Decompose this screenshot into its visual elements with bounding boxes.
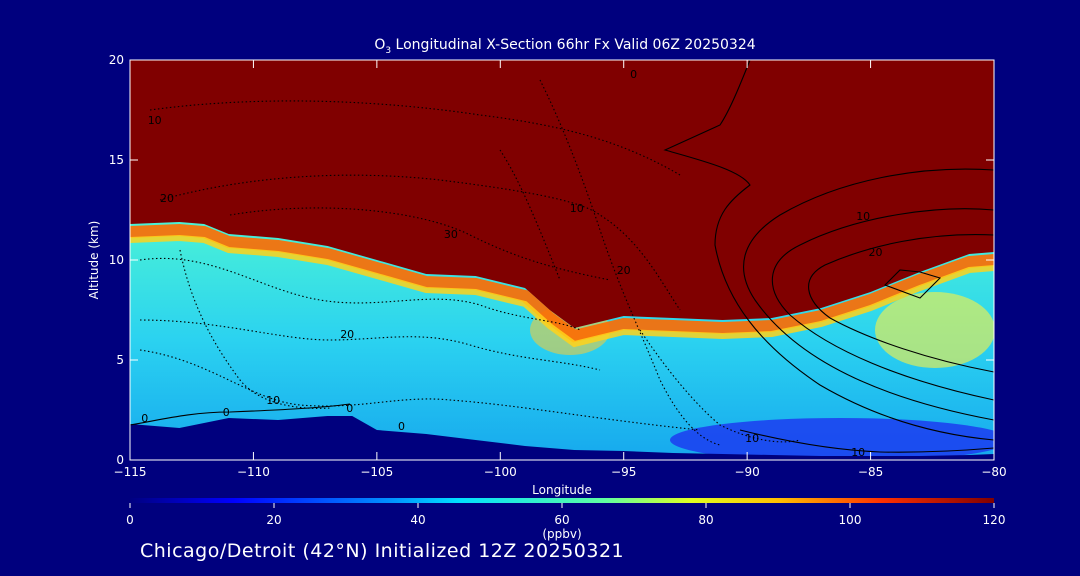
footer-caption: Chicago/Detroit (42°N) Initialized 12Z 2…	[140, 540, 625, 562]
dark-blue-low-region	[670, 418, 994, 460]
chart-title: O3 Longitudinal X-Section 66hr Fx Valid …	[374, 37, 755, 56]
contour-label: 0	[223, 406, 230, 419]
low-ozone-blob	[670, 418, 994, 460]
title-rest: Longitudinal X-Section 66hr Fx Valid 06Z…	[391, 37, 756, 53]
colorbar-tick-label: 100	[839, 513, 862, 527]
colorbar-tick-label: 80	[698, 513, 713, 527]
x-tick-label: −115	[114, 465, 147, 479]
colorbar-tick-label: 40	[410, 513, 425, 527]
contour-label: 0	[630, 68, 637, 81]
high-ozone-blob	[875, 292, 994, 368]
axes: −115 −110 −105 −100 −95 −90 −85 −80 0 5 10 15 20	[109, 53, 1007, 479]
solid-contour-line	[743, 168, 994, 421]
contour-label-group: 10 20 30 10 20 20 10 0 0 0 0 0 10 20 10 10	[141, 68, 882, 459]
solid-contour-line	[884, 269, 942, 299]
contour-label: 20	[617, 264, 631, 277]
y-tick-label: 15	[109, 153, 124, 167]
solid-contour-line	[808, 234, 994, 373]
x-axis-label: Longitude	[532, 483, 592, 497]
colorbar-tick-label: 120	[983, 513, 1006, 527]
dotted-contour-line	[539, 79, 721, 446]
contour-label: 10	[148, 114, 162, 127]
contour-lines	[130, 60, 994, 453]
colorbar: (ppbv) 0 20 40 60 80 100 120	[126, 498, 1005, 541]
solid-contour-line	[130, 403, 351, 426]
x-tick-label: −90	[734, 465, 759, 479]
dotted-contour-line	[179, 249, 331, 409]
stratosphere-high-ozone-region	[130, 60, 994, 328]
x-tick-label: −85	[858, 465, 883, 479]
tropopause-transition-band-inner	[130, 234, 994, 348]
dotted-contour-line	[639, 329, 801, 443]
contour-label: 20	[160, 192, 174, 205]
contour-label: 10	[851, 446, 865, 459]
contour-label: 30	[444, 228, 458, 241]
contour-label: 10	[856, 210, 870, 223]
y-tick-label: 0	[116, 453, 124, 467]
colorbar-tick-label: 20	[266, 513, 281, 527]
contour-label: 0	[141, 412, 148, 425]
solid-contour-line	[771, 208, 994, 401]
x-tick-label: −110	[237, 465, 270, 479]
y-tick-label: 10	[109, 253, 124, 267]
colorbar-gradient	[130, 498, 994, 503]
solid-contour-line	[663, 60, 994, 441]
contour-label: 10	[266, 394, 280, 407]
dotted-contour-line	[499, 149, 561, 281]
x-tick-label: −105	[360, 465, 393, 479]
y-tick-label: 5	[116, 353, 124, 367]
contour-label: 0	[398, 420, 405, 433]
x-tick-label: −100	[484, 465, 517, 479]
title-species: O	[374, 37, 385, 53]
x-tick-label: −95	[611, 465, 636, 479]
dotted-contour-line	[139, 319, 601, 371]
dotted-contour-line	[139, 349, 701, 431]
contour-label: 20	[869, 246, 883, 259]
contour-label: 10	[570, 202, 584, 215]
contour-label: 0	[346, 402, 353, 415]
colorbar-tick-label: 60	[554, 513, 569, 527]
contour-label: 10	[745, 432, 759, 445]
colorbar-units-label: (ppbv)	[542, 527, 581, 541]
tropopause-transition-band	[130, 223, 994, 343]
y-axis-label: Altitude (km)	[87, 221, 101, 300]
colorbar-tick-label: 0	[126, 513, 134, 527]
solid-contour-line	[739, 429, 994, 453]
dotted-contour-line	[229, 207, 611, 281]
x-tick-label: −80	[981, 465, 1006, 479]
surface-terrain-mask	[130, 416, 994, 460]
contour-label: 20	[340, 328, 354, 341]
plot-area: 10 20 30 10 20 20 10 0 0 0 0 0 10 20 10 10	[130, 60, 994, 460]
y-tick-label: 20	[109, 53, 124, 67]
dotted-contour-line	[159, 174, 681, 311]
title-subscript: 3	[385, 46, 391, 56]
